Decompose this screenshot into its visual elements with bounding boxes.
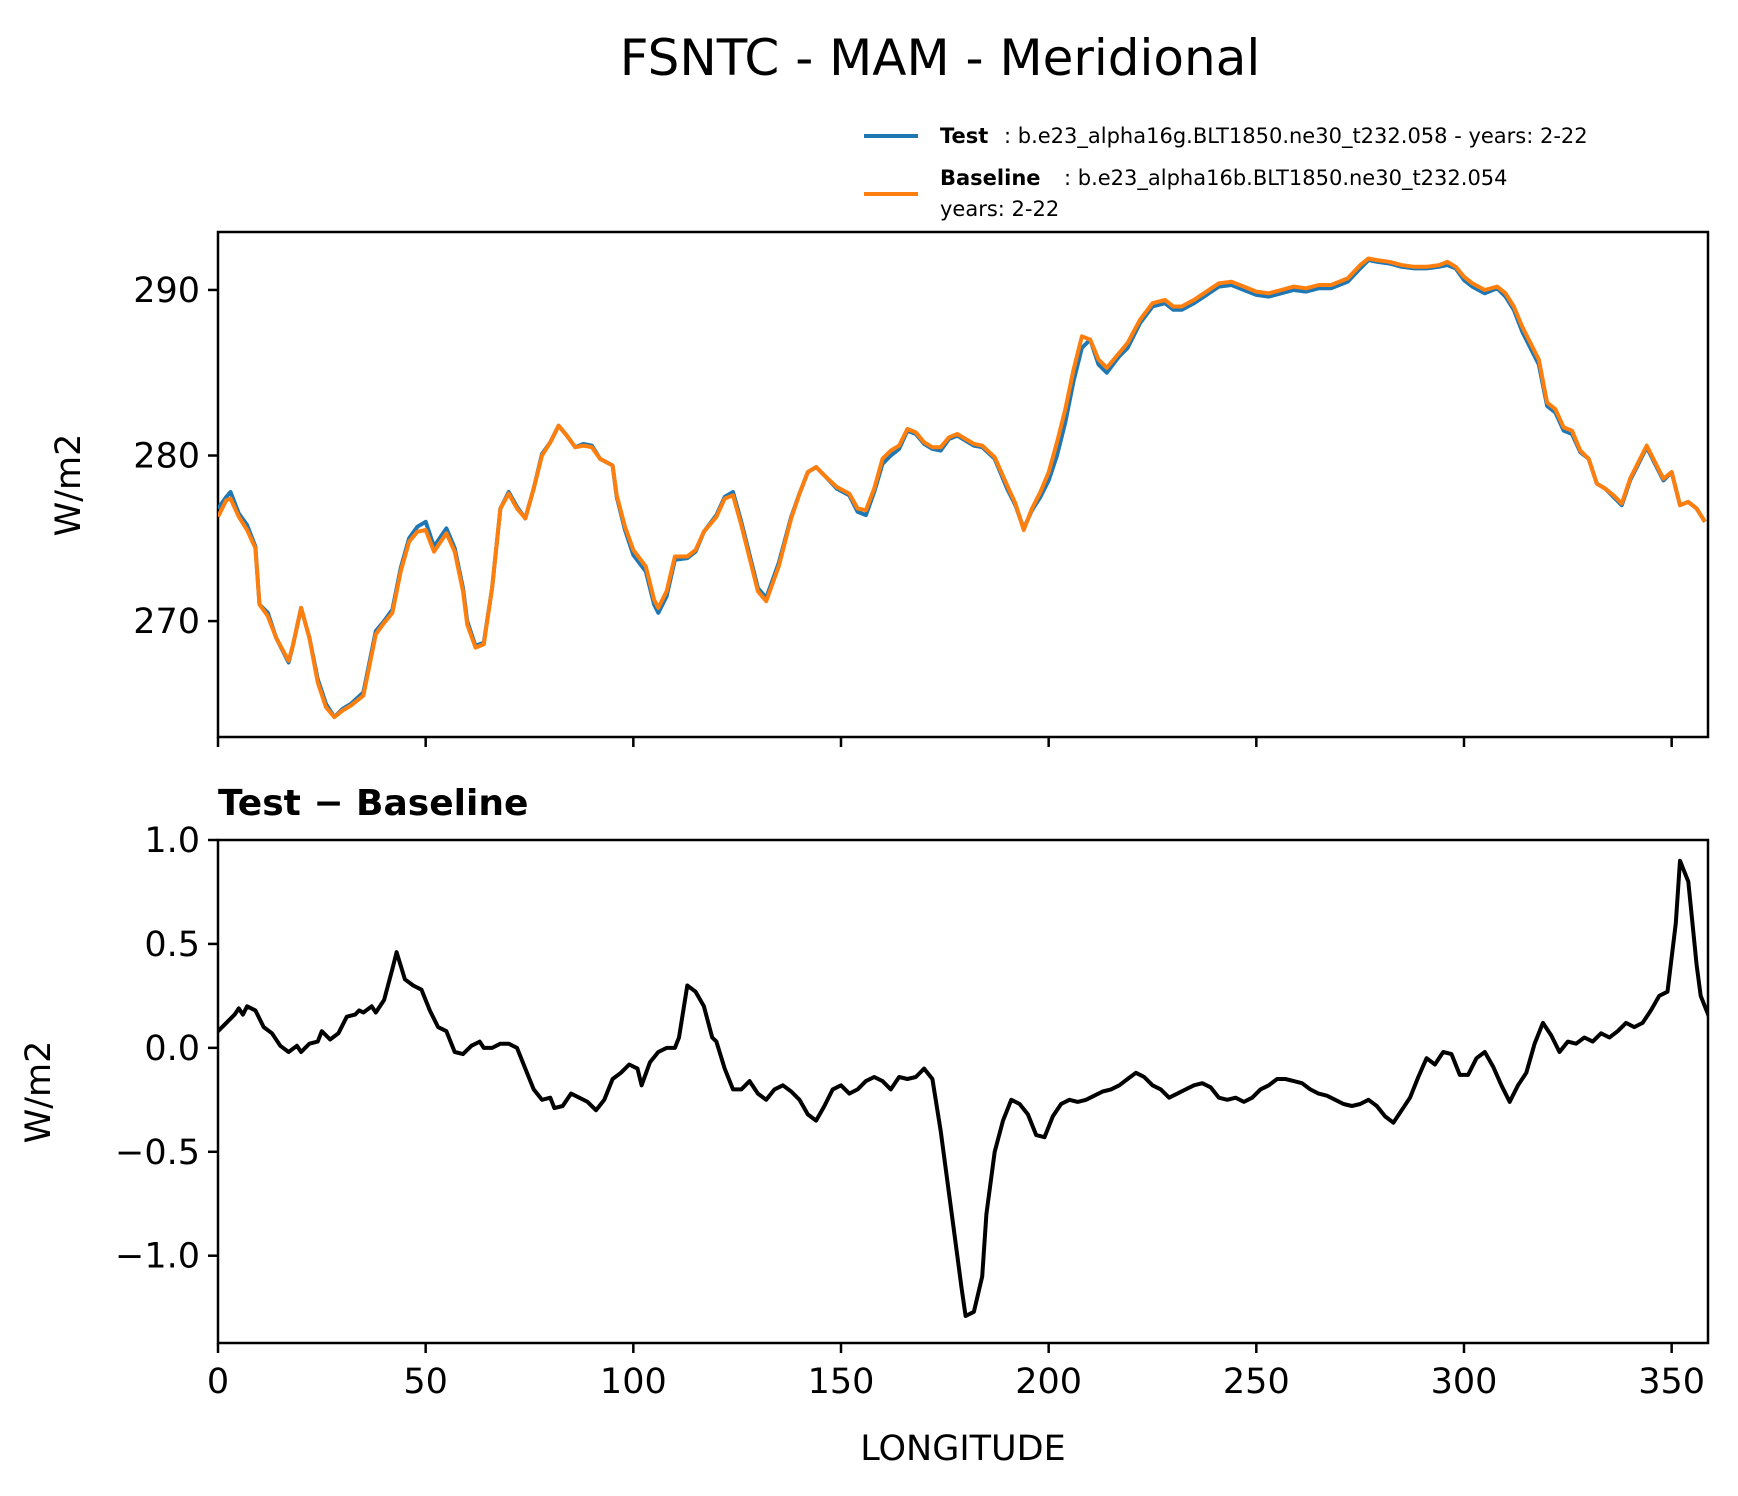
bottom-series-test-baseline [218, 858, 1708, 1318]
legend-test-text: : b.e23_alpha16g.BLT1850.ne30_t232.058 -… [1004, 124, 1588, 149]
bottom-y-tick-label: 0.5 [144, 925, 200, 965]
top-lines [218, 256, 1707, 720]
top-ticks: 270 280 290 [133, 271, 1673, 747]
bottom-y-tick-label: −1.0 [115, 1237, 200, 1277]
bottom-x-tick-label: 0 [207, 1362, 229, 1402]
legend-baseline-name: Baseline [940, 166, 1041, 190]
bottom-panel: Test − Baseline W/m2 LONGITUDE 1.0 0.5 0.0… [19, 783, 1710, 1469]
bottom-x-tick-label: 100 [600, 1362, 667, 1402]
top-panel: Test : b.e23_alpha16g.BLT1850.ne30_t232.… [49, 124, 1710, 747]
bottom-subplot-title: Test − Baseline [218, 783, 528, 824]
bottom-x-tick-label: 200 [1015, 1362, 1082, 1402]
bottom-ticks: 1.0 0.5 0.0 −0.5 −1.0 0 50 100 150 200 250 300 350 [115, 821, 1705, 1402]
bottom-lines [218, 858, 1708, 1318]
bottom-y-axis-label: W/m2 [19, 1041, 59, 1144]
bottom-x-tick-label: 350 [1638, 1362, 1705, 1402]
bottom-x-tick-label: 150 [808, 1362, 875, 1402]
bottom-y-tick-label: 0.0 [144, 1029, 200, 1069]
legend-baseline-text: : b.e23_alpha16b.BLT1850.ne30_t232.054 [1064, 166, 1508, 191]
x-axis-label: LONGITUDE [860, 1429, 1066, 1469]
top-y-axis-label: W/m2 [49, 434, 89, 537]
top-y-tick-label: 270 [133, 602, 200, 642]
legend-test-name: Test [940, 124, 988, 148]
bottom-x-tick-label: 300 [1431, 1362, 1498, 1402]
bottom-y-tick-label: −0.5 [115, 1133, 200, 1173]
bottom-y-tick-label: 1.0 [144, 821, 200, 861]
chart-title: FSNTC - MAM - Meridional [620, 29, 1260, 87]
bottom-x-tick-label: 250 [1223, 1362, 1290, 1402]
bottom-plot-frame [216, 838, 1710, 1345]
top-series-baseline [218, 256, 1707, 720]
legend: Test : b.e23_alpha16g.BLT1850.ne30_t232.… [864, 124, 1588, 221]
bottom-x-tick-label: 50 [403, 1362, 448, 1402]
top-plot-frame [216, 230, 1710, 739]
top-series-test [218, 258, 1707, 720]
legend-baseline-text2: years: 2-22 [940, 197, 1059, 221]
top-y-tick-label: 290 [133, 271, 200, 311]
top-y-tick-label: 280 [133, 437, 200, 477]
